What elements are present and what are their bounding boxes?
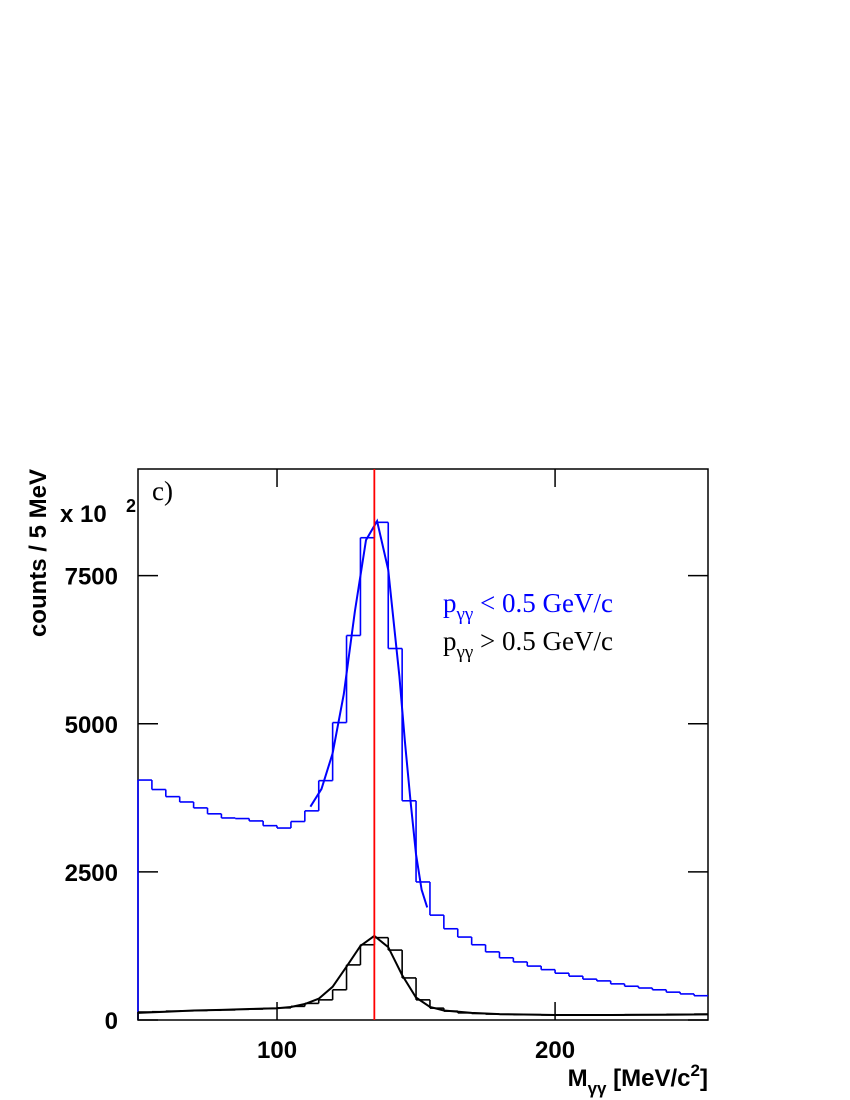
plot-frame <box>137 468 709 1021</box>
y-axis-label: counts / 5 MeV <box>25 469 52 637</box>
y-tick-label: 7500 <box>65 564 118 591</box>
fit-curve <box>137 934 709 1016</box>
legend-entry: pγγ > 0.5 GeV/c <box>443 626 613 663</box>
legend-entry: pγγ < 0.5 GeV/c <box>443 588 613 625</box>
y-tick-label: 2500 <box>65 860 118 887</box>
y-tick-label: 5000 <box>65 712 118 739</box>
x-tick-label: 100 <box>257 1037 297 1064</box>
annotation: c) <box>152 476 173 506</box>
x-tick-label: 200 <box>535 1037 575 1064</box>
y-tick-label: 0 <box>105 1008 118 1035</box>
x-axis-label: Mγγ [MeV/c2] <box>568 1061 708 1098</box>
y-multiplier: x 10 <box>60 501 107 528</box>
y-multiplier-exponent: 2 <box>126 496 136 516</box>
fit-curve <box>309 518 429 908</box>
